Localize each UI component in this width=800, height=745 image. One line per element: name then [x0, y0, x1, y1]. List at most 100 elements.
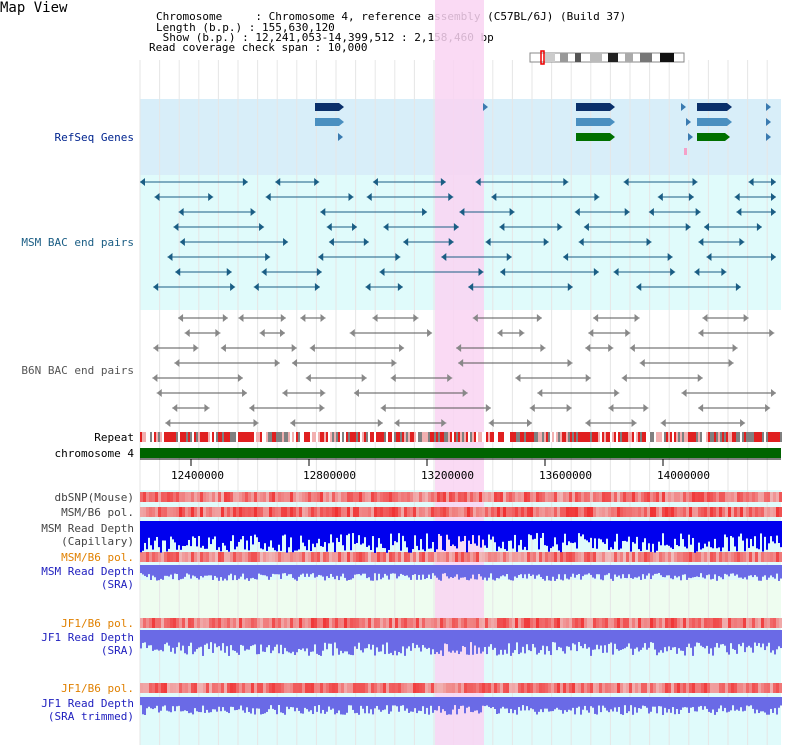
depth-bar — [534, 521, 536, 539]
heat-cell — [422, 507, 425, 517]
heat-cell — [710, 683, 713, 693]
bac-end-marker — [543, 238, 549, 246]
depth-bar — [546, 521, 548, 546]
depth-bar — [456, 697, 458, 715]
depth-bar — [626, 565, 628, 579]
repeat-segment — [186, 432, 188, 442]
heat-cell — [341, 552, 344, 562]
depth-bar — [588, 630, 590, 648]
heat-cell — [557, 552, 560, 562]
bac-end-marker — [734, 193, 740, 201]
depth-bar — [634, 630, 636, 649]
heat-cell — [527, 492, 530, 502]
depth-bar — [400, 565, 402, 574]
heat-cell — [737, 507, 740, 517]
heat-cell — [635, 683, 638, 693]
repeat-segment — [746, 432, 748, 442]
heat-cell — [314, 507, 317, 517]
heat-cell — [218, 552, 221, 562]
depth-bar — [582, 521, 584, 535]
depth-bar — [244, 565, 246, 580]
depth-bar — [452, 697, 454, 710]
heat-cell — [245, 552, 248, 562]
depth-bar — [578, 565, 580, 574]
depth-bar — [208, 630, 210, 650]
heat-cell — [755, 507, 758, 517]
depth-bar — [502, 630, 504, 655]
depth-bar — [704, 630, 706, 649]
depth-bar — [602, 521, 604, 543]
depth-bar — [168, 565, 170, 577]
heat-cell — [293, 683, 296, 693]
depth-bar — [440, 630, 442, 651]
depth-bar — [686, 565, 688, 580]
depth-bar — [326, 630, 328, 650]
heat-cell — [434, 618, 437, 628]
track-label-jf1-depth-trimmed: JF1 Read Depth — [41, 697, 134, 710]
depth-bar — [210, 697, 212, 713]
heat-cell — [719, 552, 722, 562]
heat-cell — [293, 552, 296, 562]
depth-bar — [196, 521, 198, 547]
heat-cell — [743, 683, 746, 693]
heat-cell — [425, 492, 428, 502]
heat-cell — [746, 492, 749, 502]
depth-bar — [332, 565, 334, 577]
depth-bar — [416, 630, 418, 645]
repeat-segment — [238, 432, 240, 442]
depth-bar — [308, 521, 310, 540]
depth-bar — [678, 697, 680, 714]
repeat-segment — [352, 432, 354, 442]
heat-cell — [413, 507, 416, 517]
bac-end-marker — [578, 238, 584, 246]
depth-bar — [606, 630, 608, 653]
repeat-segment — [316, 432, 318, 442]
depth-bar — [280, 697, 282, 713]
depth-bar — [622, 521, 624, 542]
depth-bar — [426, 565, 428, 579]
heat-cell — [188, 507, 191, 517]
heat-cell — [683, 618, 686, 628]
heat-cell — [590, 492, 593, 502]
depth-bar — [438, 565, 440, 580]
heat-cell — [605, 492, 608, 502]
depth-bar — [262, 521, 264, 550]
heat-cell — [770, 492, 773, 502]
heat-cell — [287, 492, 290, 502]
heat-cell — [308, 618, 311, 628]
heat-cell — [527, 552, 530, 562]
depth-bar — [344, 630, 346, 652]
depth-bar — [636, 521, 638, 537]
depth-bar — [364, 565, 366, 574]
depth-bar — [644, 630, 646, 644]
heat-cell — [533, 683, 536, 693]
repeat-segment — [506, 432, 508, 442]
gene-block — [697, 118, 727, 126]
repeat-segment — [490, 432, 492, 442]
depth-bar — [506, 565, 508, 575]
bac-end-marker — [366, 193, 372, 201]
heat-cell — [611, 618, 614, 628]
depth-bar — [362, 521, 364, 544]
repeat-segment — [560, 432, 562, 442]
depth-bar — [284, 521, 286, 535]
heat-cell — [734, 552, 737, 562]
depth-bar — [424, 565, 426, 580]
heat-cell — [224, 492, 227, 502]
heat-cell — [380, 618, 383, 628]
heat-cell — [425, 618, 428, 628]
heat-cell — [587, 507, 590, 517]
heat-cell — [416, 683, 419, 693]
depth-bar — [380, 565, 382, 580]
depth-bar — [466, 630, 468, 655]
bac-end-marker — [698, 238, 704, 246]
heat-cell — [272, 683, 275, 693]
heat-cell — [368, 492, 371, 502]
heat-cell — [158, 618, 161, 628]
depth-bar — [674, 630, 676, 648]
depth-bar — [498, 521, 500, 547]
heat-cell — [581, 618, 584, 628]
repeat-segment — [496, 432, 498, 442]
heat-cell — [191, 507, 194, 517]
